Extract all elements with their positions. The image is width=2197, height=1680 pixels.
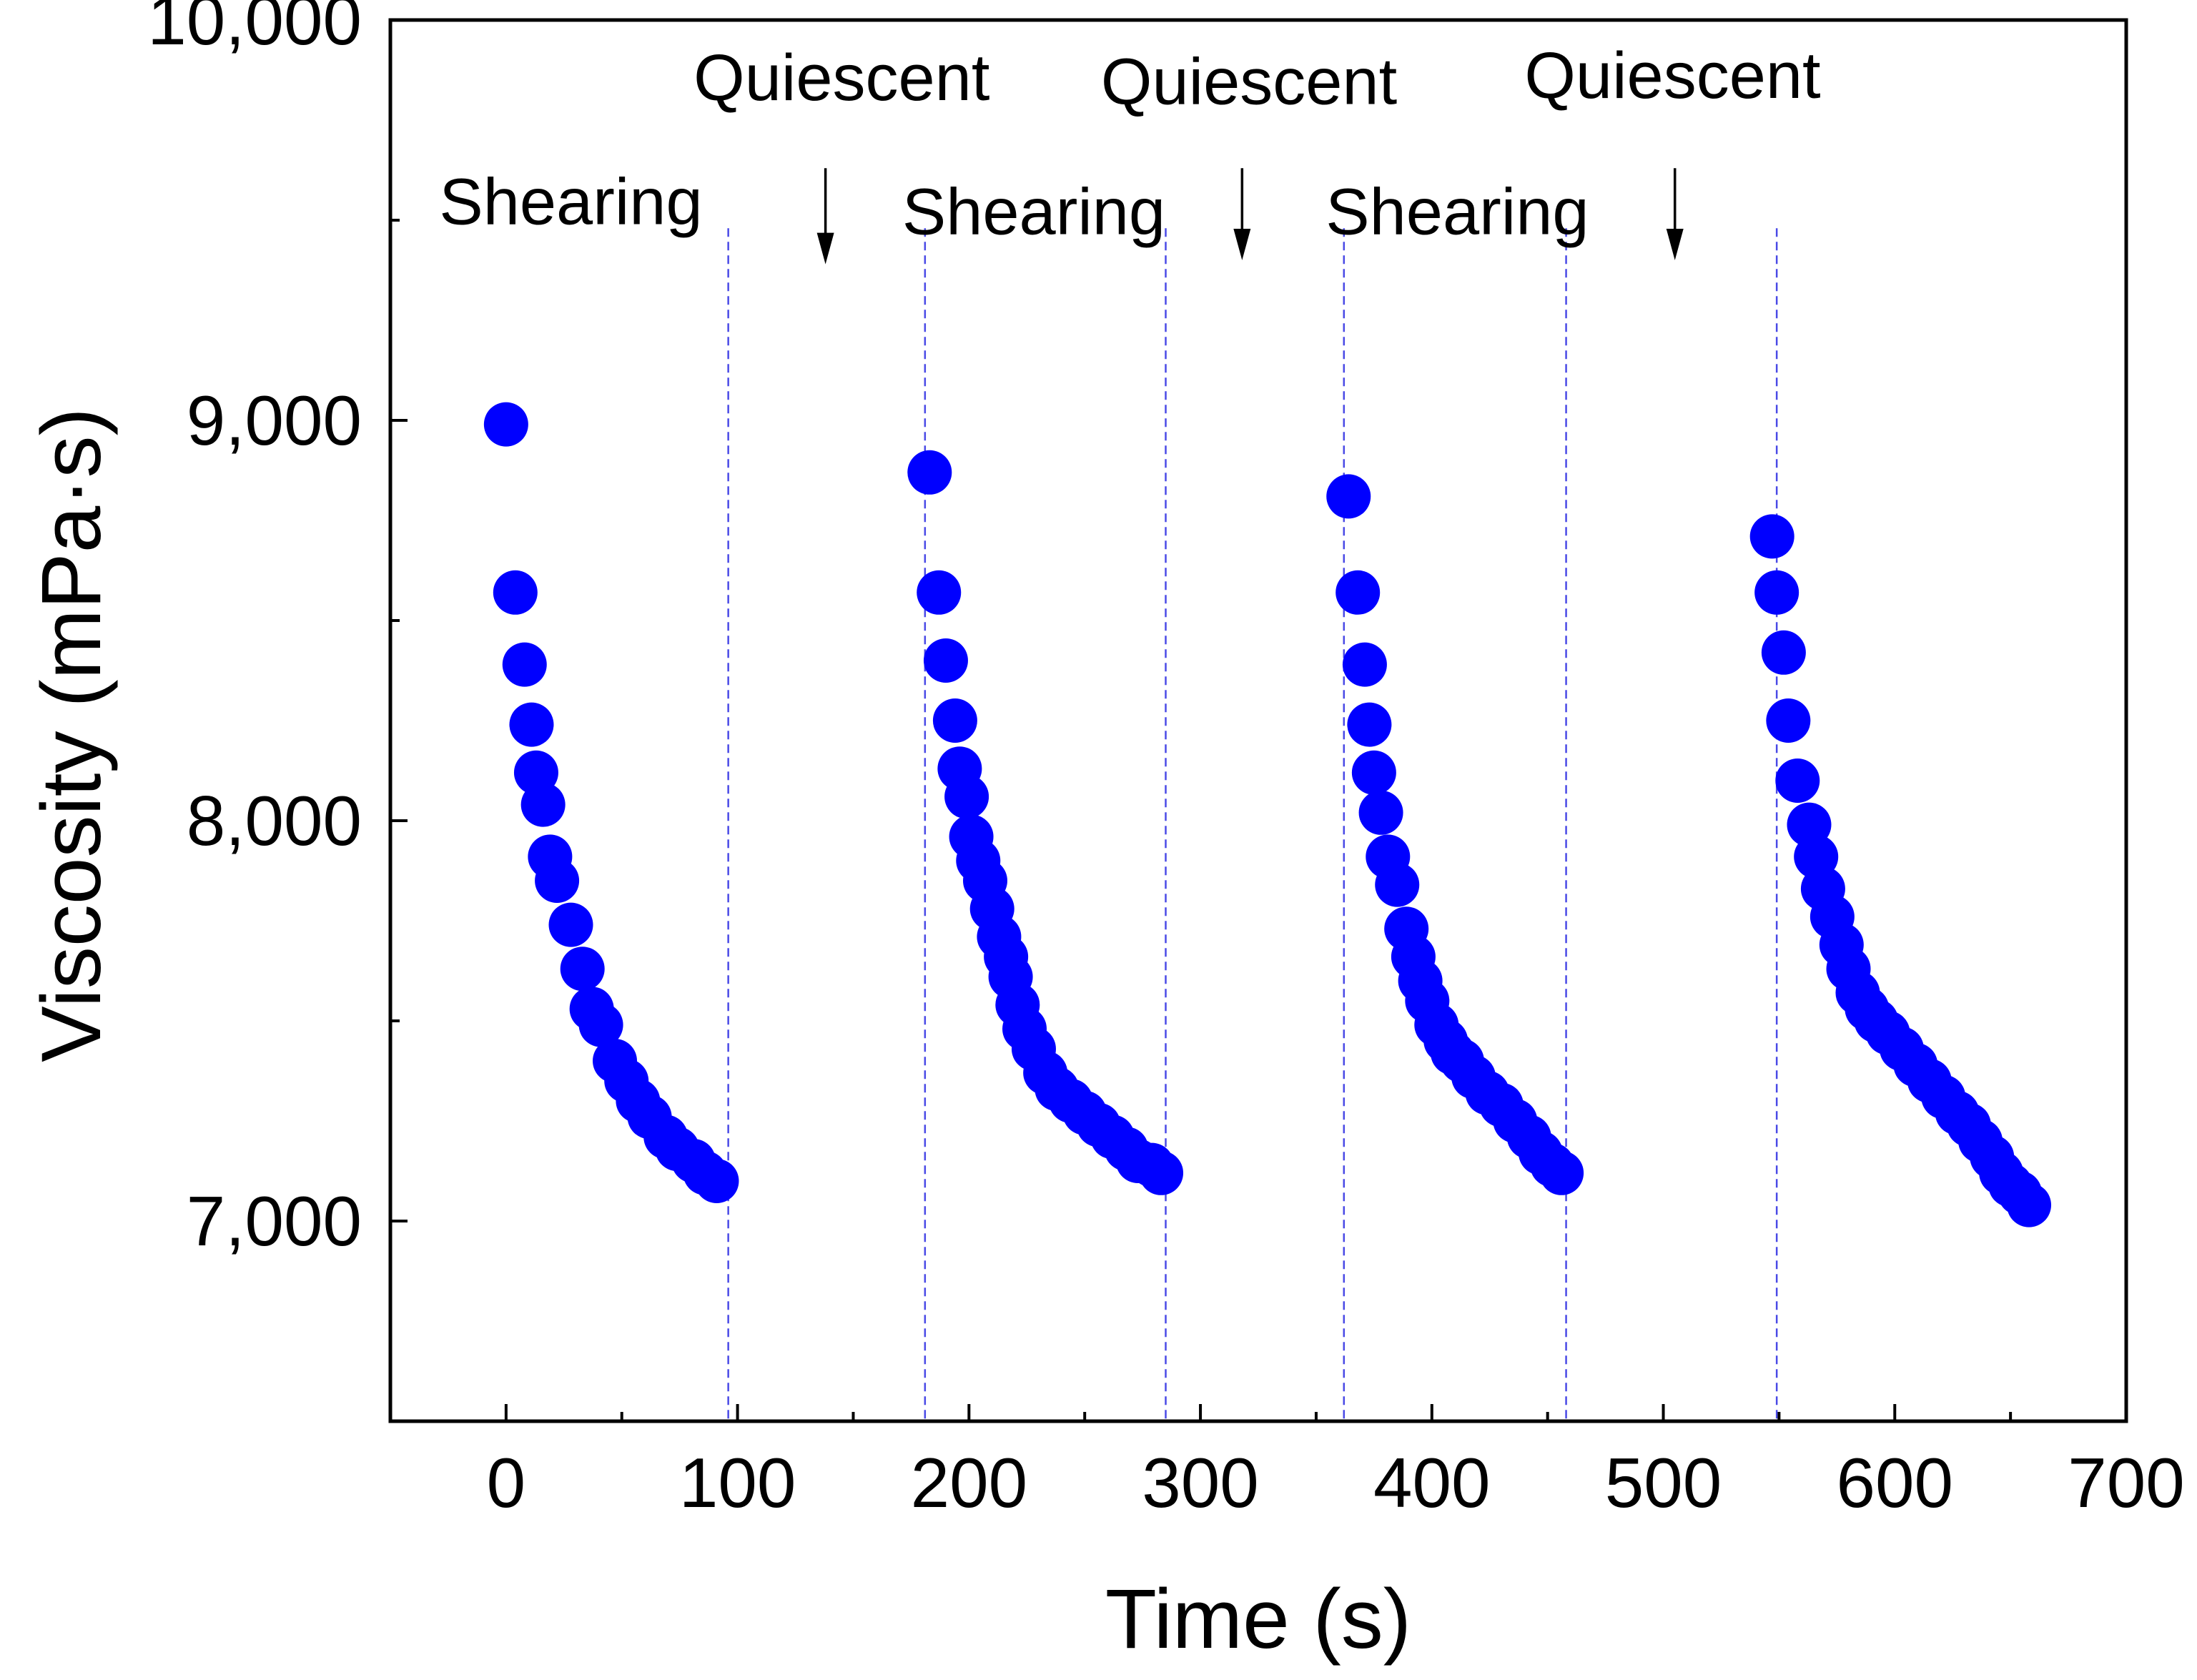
annotation-label: Shearing [439, 166, 702, 239]
data-point [917, 570, 962, 615]
series-cycle-2 [907, 450, 1184, 1195]
plot-frame [388, 18, 2128, 1423]
y-tick-label: 8,000 [187, 781, 362, 860]
data-point [1539, 1150, 1584, 1195]
data-point [548, 902, 593, 947]
data-point [1342, 642, 1387, 687]
data-point [923, 638, 968, 683]
phase-boundary-lines [727, 228, 1778, 1421]
data-point [483, 402, 528, 447]
series-cycle-1 [483, 402, 739, 1203]
x-tick-label: 0 [487, 1443, 526, 1522]
series-cycle-4 [1749, 514, 2052, 1227]
annotation-label: Quiescent [693, 41, 989, 114]
y-tick-label: 9,000 [187, 381, 362, 460]
data-point [1749, 514, 1794, 559]
data-point [907, 450, 952, 495]
x-axis-title: Time (s) [1105, 1572, 1411, 1666]
y-axis-title: Viscosity (mPa·s) [24, 407, 119, 1062]
data-point [1139, 1150, 1184, 1195]
y-axis: 7,000 8,000 9,000 10,000 [147, 0, 408, 1260]
x-tick-label: 300 [1142, 1443, 1259, 1522]
x-tick-label: 600 [1837, 1443, 1954, 1522]
annotation-label: Quiescent [1524, 39, 1820, 112]
data-point [578, 1002, 623, 1047]
data-points [483, 402, 2052, 1227]
data-point [560, 947, 605, 992]
x-axis: 0 100 200 300 400 500 600 700 [487, 1404, 2185, 1522]
data-point [1775, 759, 1820, 803]
data-point [1351, 750, 1396, 795]
phase-annotations: Shearing Quiescent Shearing Quiescent Sheari… [439, 39, 1821, 265]
data-point [2007, 1182, 2052, 1227]
data-point [509, 702, 554, 747]
data-point [1766, 698, 1811, 743]
data-point [502, 642, 547, 687]
data-point [1761, 630, 1806, 675]
x-tick-label: 100 [679, 1443, 796, 1522]
data-point [932, 698, 977, 743]
series-cycle-3 [1326, 474, 1584, 1195]
data-point [1336, 570, 1381, 615]
data-point [493, 570, 538, 615]
data-point [1326, 474, 1371, 519]
annotation-arrow-head [1666, 229, 1684, 260]
data-point [1358, 790, 1403, 835]
annotation-label: Shearing [902, 176, 1165, 249]
y-tick-label: 7,000 [187, 1182, 362, 1260]
annotation-arrow-head [1233, 229, 1251, 260]
annotation-arrow-head [816, 232, 834, 265]
x-tick-label: 500 [1605, 1443, 1722, 1522]
data-point [944, 774, 989, 819]
data-point [694, 1159, 739, 1203]
data-point [1754, 570, 1799, 615]
x-tick-label: 700 [2068, 1443, 2185, 1522]
data-point [1347, 702, 1392, 747]
annotation-label: Quiescent [1101, 46, 1397, 119]
x-tick-label: 200 [911, 1443, 1028, 1522]
x-tick-label: 400 [1373, 1443, 1491, 1522]
data-point [520, 782, 566, 827]
data-point [535, 859, 580, 903]
y-tick-label: 10,000 [147, 0, 362, 59]
annotation-label: Shearing [1325, 176, 1589, 249]
data-point [1375, 862, 1420, 907]
